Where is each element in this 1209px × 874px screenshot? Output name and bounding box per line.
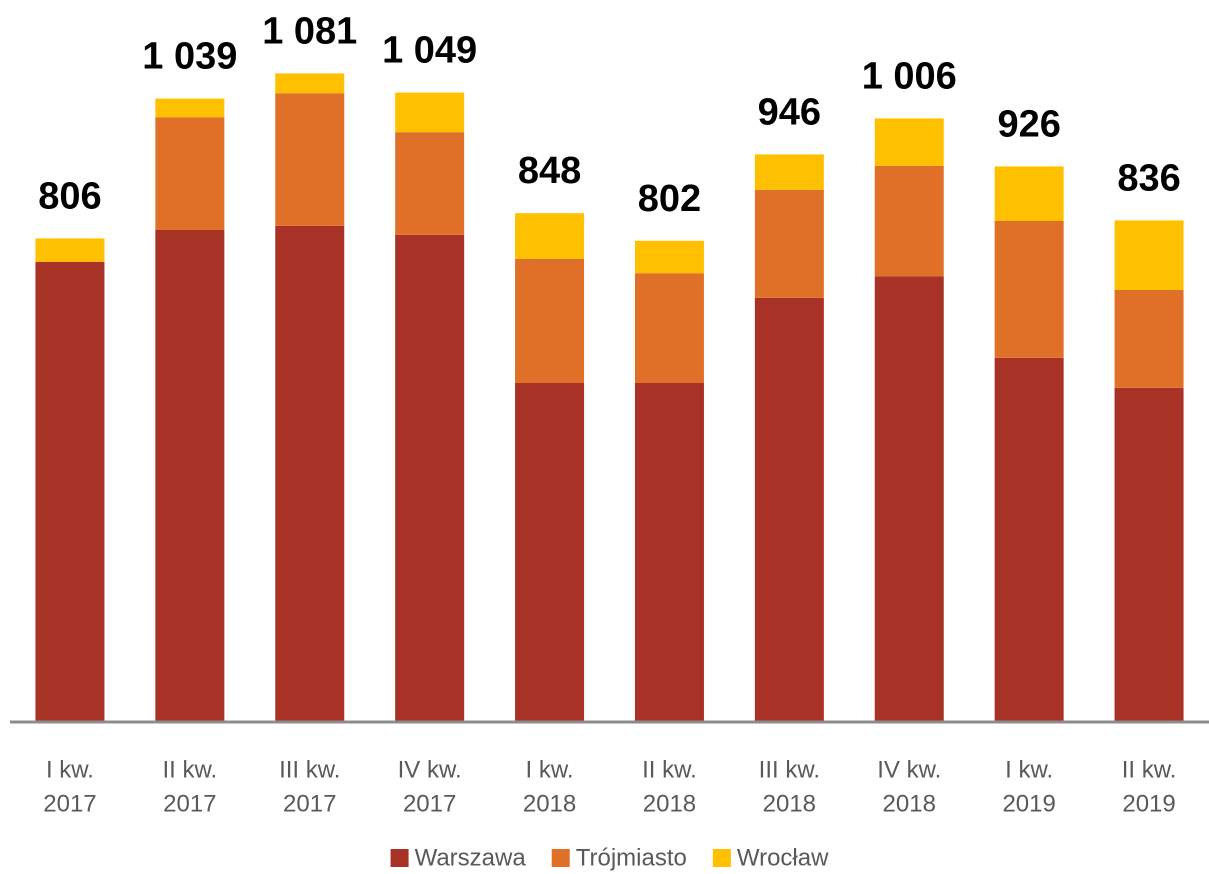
x-tick-label: 2017 xyxy=(163,790,216,817)
x-tick-label: 2019 xyxy=(1122,790,1175,817)
total-label: 836 xyxy=(1117,157,1180,199)
bar-segment xyxy=(515,258,585,383)
x-tick-label: I kw. xyxy=(46,756,94,783)
x-tick-label: III kw. xyxy=(279,756,340,783)
legend: Warszawa Trójmiasto Wrocław xyxy=(390,844,829,871)
bar-segment xyxy=(1114,290,1184,388)
bar-segment xyxy=(634,383,704,722)
bar-segment xyxy=(275,225,345,723)
total-label: 806 xyxy=(38,175,101,217)
x-tick-label: I kw. xyxy=(1005,756,1053,783)
bar-segment xyxy=(515,383,585,722)
total-label: 1 006 xyxy=(862,55,957,97)
x-tick-label: II kw. xyxy=(1122,756,1177,783)
bar-segment xyxy=(874,165,944,277)
bar-segment xyxy=(155,230,225,722)
bar-segment xyxy=(395,92,465,133)
bar-segment xyxy=(515,213,585,259)
x-tick-label: 2018 xyxy=(883,790,936,817)
legend-swatch xyxy=(551,849,570,867)
x-tick-label: 2017 xyxy=(43,790,96,817)
bar-segment xyxy=(35,261,105,722)
bar-segment xyxy=(634,273,704,383)
x-tick-label: IV kw. xyxy=(877,756,941,783)
bar-segment xyxy=(275,73,345,94)
legend-label: Trójmiasto xyxy=(576,844,687,871)
legend-swatch xyxy=(390,849,409,867)
bar-segment xyxy=(994,221,1064,358)
x-tick-label: 2018 xyxy=(763,790,816,817)
legend-label: Warszawa xyxy=(415,844,527,871)
x-tick-label: II kw. xyxy=(642,756,697,783)
x-tick-label: 2018 xyxy=(523,790,576,817)
total-label: 1 039 xyxy=(142,36,237,78)
x-tick-label: III kw. xyxy=(759,756,820,783)
bar-segment xyxy=(634,240,704,274)
bar-segment xyxy=(155,98,225,118)
x-tick-label: IV kw. xyxy=(398,756,462,783)
bar-segment xyxy=(1114,387,1184,722)
total-label: 946 xyxy=(758,91,821,133)
total-label: 926 xyxy=(997,103,1060,145)
bar-segment xyxy=(874,118,944,166)
x-tick-label: 2017 xyxy=(283,790,336,817)
legend-label: Wrocław xyxy=(737,844,829,871)
x-tick-label: 2018 xyxy=(643,790,696,817)
x-tick-label: 2017 xyxy=(403,790,456,817)
total-label: 848 xyxy=(518,150,581,192)
x-tick-label: II kw. xyxy=(163,756,218,783)
bar-segment xyxy=(395,132,465,235)
bar-segment xyxy=(1114,220,1184,290)
total-label: 1 081 xyxy=(262,10,357,52)
bar-segment xyxy=(35,238,105,262)
bar-segment xyxy=(754,189,824,298)
legend-swatch xyxy=(712,849,731,867)
bar-segment xyxy=(275,93,345,226)
bar-segment xyxy=(994,357,1064,722)
x-tick-label: 2019 xyxy=(1002,790,1055,817)
bar-segment xyxy=(395,234,465,723)
bar-segment xyxy=(754,297,824,722)
total-label: 802 xyxy=(638,178,701,220)
bar-segment xyxy=(155,117,225,230)
bar-segment xyxy=(994,166,1064,221)
bar-segment xyxy=(874,276,944,722)
x-tick-label: I kw. xyxy=(526,756,574,783)
bar-segment xyxy=(754,154,824,190)
total-label: 1 049 xyxy=(382,30,477,72)
